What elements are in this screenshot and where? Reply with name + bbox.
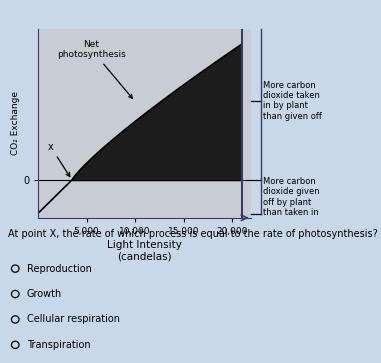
- Text: x: x: [48, 142, 70, 176]
- Y-axis label: CO₂ Exchange: CO₂ Exchange: [11, 91, 20, 155]
- Text: Growth: Growth: [27, 289, 62, 299]
- Text: Transpiration: Transpiration: [27, 340, 90, 350]
- Text: Net
photosynthesis: Net photosynthesis: [57, 40, 132, 98]
- X-axis label: Light Intensity
(candelas): Light Intensity (candelas): [107, 240, 182, 262]
- Text: At point X, the rate of which process is equal to the rate of photosynthesis?: At point X, the rate of which process is…: [8, 229, 377, 239]
- Text: More carbon
dioxide taken
in by plant
than given off: More carbon dioxide taken in by plant th…: [263, 81, 322, 121]
- Text: More carbon
dioxide given
off by plant
than taken in: More carbon dioxide given off by plant t…: [263, 177, 320, 217]
- Text: Cellular respiration: Cellular respiration: [27, 314, 120, 325]
- Text: Reproduction: Reproduction: [27, 264, 91, 274]
